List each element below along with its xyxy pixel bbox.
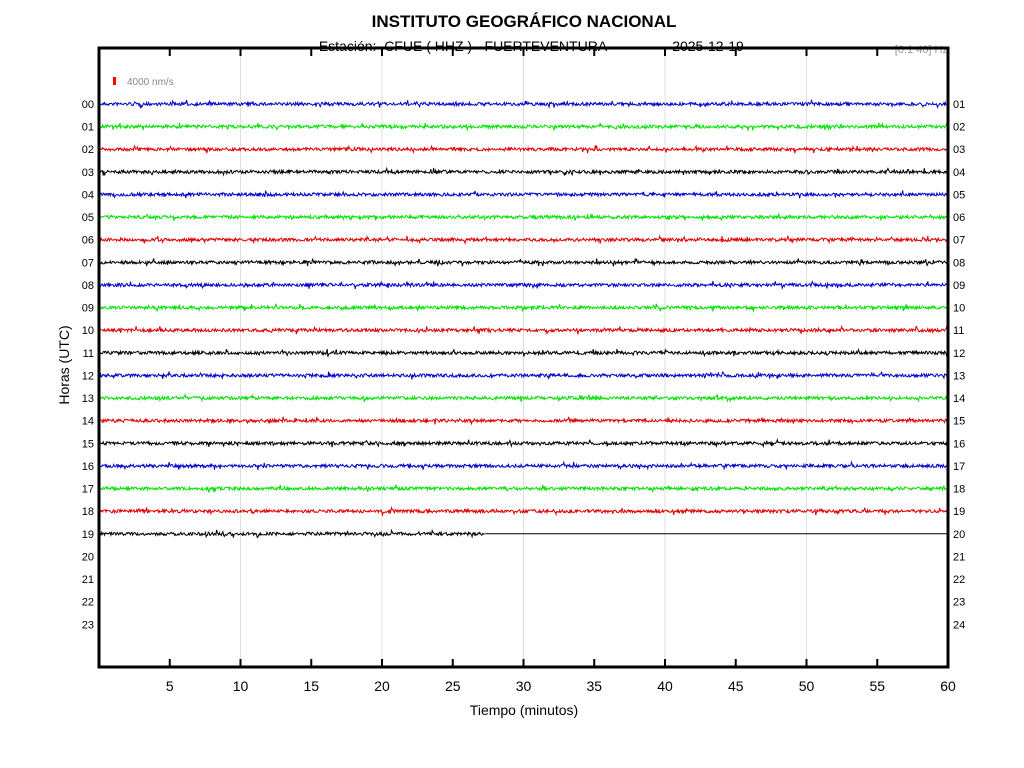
hour-label-right: 16 (953, 438, 965, 450)
hour-label-right: 03 (953, 144, 965, 156)
seismic-trace-09 (98, 303, 948, 313)
seismic-trace-12 (98, 370, 948, 380)
filter-label: [0.1 40] Hz (895, 44, 948, 56)
hour-label-right: 15 (953, 416, 965, 428)
seismic-trace-17 (98, 484, 948, 493)
x-tick-label: 55 (869, 678, 885, 694)
chart-title: INSTITUTO GEOGRÁFICO NACIONAL (372, 12, 677, 31)
hour-label-right: 09 (953, 280, 965, 292)
hour-label-left: 21 (82, 574, 94, 586)
hour-label-right: 06 (953, 212, 965, 224)
hour-label-right: 21 (953, 551, 965, 563)
hour-label-left: 19 (82, 529, 94, 541)
seismic-trace-16 (98, 460, 948, 471)
hour-label-left: 02 (82, 144, 94, 156)
seismic-trace-00 (98, 98, 948, 110)
hour-label-left: 15 (82, 438, 94, 450)
hour-label-right: 24 (953, 619, 965, 631)
seismic-trace-06 (98, 234, 948, 246)
hour-label-left: 07 (82, 257, 94, 269)
x-tick-label: 45 (728, 678, 744, 694)
hour-label-left: 06 (82, 235, 94, 247)
hour-label-left: 18 (82, 506, 94, 518)
seismic-trace-05 (98, 212, 948, 222)
hour-label-left: 23 (82, 619, 94, 631)
seismic-trace-15 (98, 438, 948, 449)
hour-label-right: 14 (953, 393, 965, 405)
hour-label-right: 05 (953, 189, 965, 201)
hour-label-left: 04 (82, 189, 94, 201)
station-label: Estación: CFUE ( HHZ ) - FUERTEVENTURA (319, 38, 608, 54)
hour-label-right: 20 (953, 529, 965, 541)
hour-label-left: 08 (82, 280, 94, 292)
hour-label-right: 17 (953, 461, 965, 473)
scale-bar (113, 77, 116, 85)
seismic-trace-14 (98, 416, 948, 426)
hour-label-right: 10 (953, 303, 965, 315)
x-tick-label: 20 (374, 678, 390, 694)
date-label: 2025-12-19 (672, 38, 744, 54)
hour-label-right: 19 (953, 506, 965, 518)
hour-label-left: 10 (82, 325, 94, 337)
seismic-trace-19 (98, 528, 486, 539)
hour-label-left: 13 (82, 393, 94, 405)
hour-label-left: 09 (82, 303, 94, 315)
hour-label-right: 11 (953, 325, 964, 337)
seismic-trace-02 (98, 144, 948, 155)
seismic-trace-07 (98, 257, 948, 267)
hour-label-left: 05 (82, 212, 94, 224)
hour-label-right: 13 (953, 370, 965, 382)
seismic-trace-10 (98, 324, 948, 336)
hour-label-left: 12 (82, 370, 94, 382)
x-tick-label: 60 (940, 678, 956, 694)
hour-label-right: 08 (953, 257, 965, 269)
hour-label-left: 01 (82, 122, 94, 134)
seismic-trace-11 (98, 348, 948, 358)
x-tick-label: 30 (516, 678, 532, 694)
x-tick-label: 5 (166, 678, 174, 694)
hour-label-left: 16 (82, 461, 94, 473)
hour-label-right: 22 (953, 574, 965, 586)
hour-label-right: 01 (953, 99, 965, 111)
hour-label-right: 02 (953, 122, 965, 134)
x-tick-label: 50 (799, 678, 815, 694)
seismic-trace-03 (98, 166, 948, 177)
y-axis-label: Horas (UTC) (56, 325, 72, 404)
hour-label-right: 12 (953, 348, 965, 360)
hour-label-right: 07 (953, 235, 965, 247)
hour-label-right: 04 (953, 167, 965, 179)
hour-label-left: 17 (82, 484, 94, 496)
hour-label-left: 22 (82, 597, 94, 609)
x-tick-label: 40 (657, 678, 673, 694)
seismic-trace-18 (98, 505, 948, 518)
seismic-trace-13 (98, 392, 948, 403)
x-tick-label: 10 (233, 678, 249, 694)
hour-label-left: 20 (82, 551, 94, 563)
seismic-trace-08 (98, 280, 948, 291)
hour-label-left: 14 (82, 416, 94, 428)
hour-label-right: 23 (953, 597, 965, 609)
x-tick-label: 25 (445, 678, 461, 694)
seismic-trace-01 (98, 122, 948, 132)
hour-label-left: 03 (82, 167, 94, 179)
hour-label-left: 00 (82, 99, 94, 111)
seismic-trace-04 (99, 190, 948, 199)
hour-label-right: 18 (953, 484, 965, 496)
x-tick-label: 35 (586, 678, 602, 694)
scale-label: 4000 nm/s (127, 77, 174, 88)
x-tick-label: 15 (303, 678, 319, 694)
x-axis-label: Tiempo (minutos) (470, 702, 578, 718)
hour-label-left: 11 (83, 348, 94, 360)
